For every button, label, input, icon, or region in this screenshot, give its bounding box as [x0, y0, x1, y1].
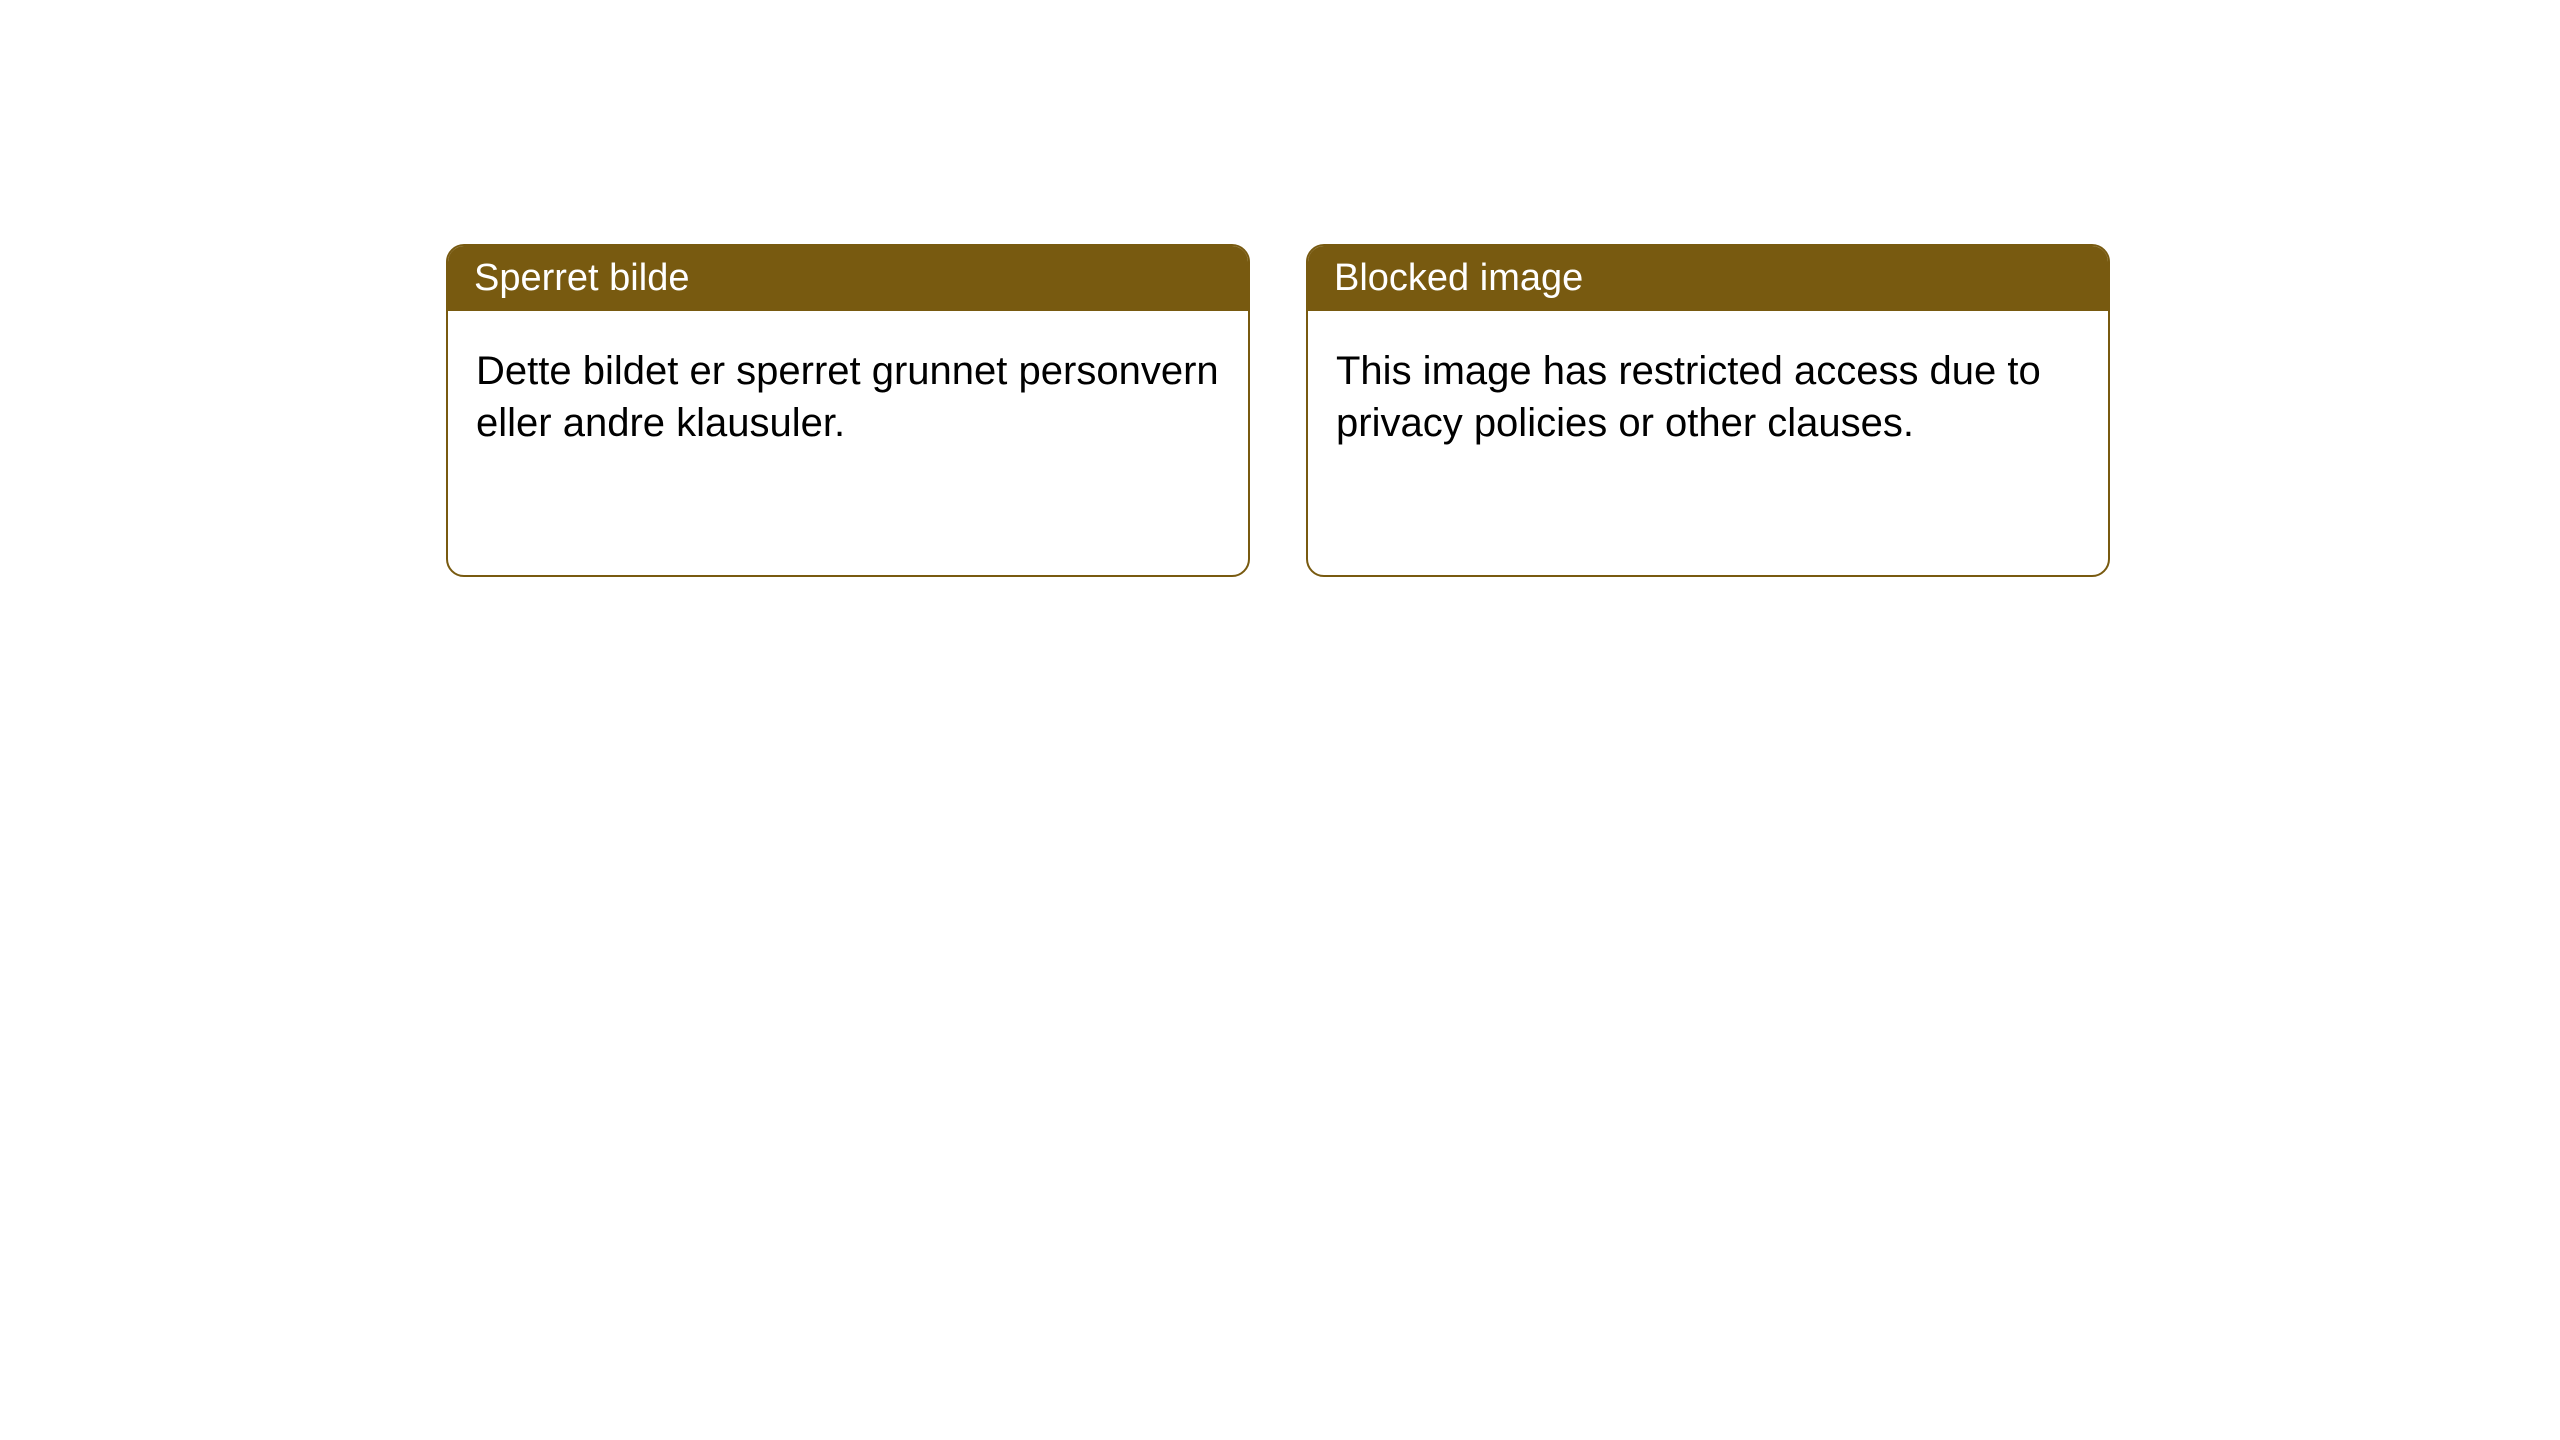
notice-body-text: Dette bildet er sperret grunnet personve… [476, 349, 1219, 445]
notice-container: Sperret bilde Dette bildet er sperret gr… [0, 0, 2560, 577]
notice-title: Sperret bilde [474, 257, 689, 299]
notice-title: Blocked image [1334, 257, 1583, 299]
notice-card-header: Blocked image [1308, 246, 2108, 311]
notice-card-english: Blocked image This image has restricted … [1306, 244, 2110, 577]
notice-body-text: This image has restricted access due to … [1336, 349, 2041, 445]
notice-card-header: Sperret bilde [448, 246, 1248, 311]
notice-card-body: Dette bildet er sperret grunnet personve… [448, 311, 1248, 484]
notice-card-body: This image has restricted access due to … [1308, 311, 2108, 484]
notice-card-norwegian: Sperret bilde Dette bildet er sperret gr… [446, 244, 1250, 577]
